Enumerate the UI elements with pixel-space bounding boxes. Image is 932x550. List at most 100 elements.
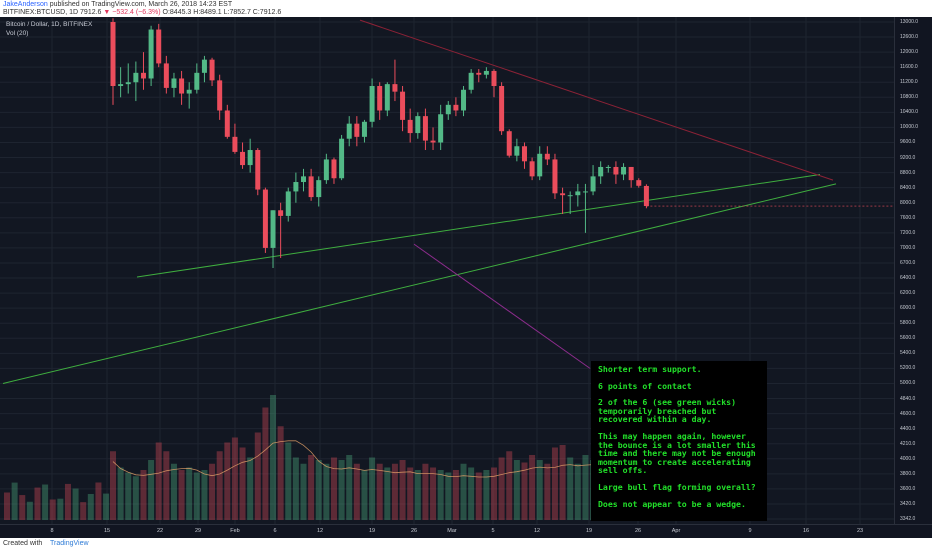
x-tick-label: Mar (447, 528, 457, 534)
volume-bar (452, 470, 459, 520)
y-tick-label: 5200.0 (900, 365, 916, 372)
volume-bar (239, 447, 246, 520)
flagpole-trendline (413, 243, 591, 369)
y-tick-label: 5000.0 (900, 380, 916, 387)
x-tick-label: 5 (491, 528, 495, 534)
volume-bar (521, 462, 528, 520)
publish-date: published on TradingView.com, March 26, … (49, 1, 233, 8)
volume-bar (323, 463, 330, 520)
annotation-box[interactable]: Shorter term support. 6 points of contac… (591, 361, 767, 521)
long-term-support-trendline (2, 183, 837, 384)
volume-bar (285, 442, 292, 520)
y-tick-label: 11600.0 (900, 64, 918, 71)
candle-body (110, 22, 116, 87)
y-tick-label: 7600.0 (900, 214, 916, 221)
volume-bar (475, 472, 482, 520)
volume-bar (376, 463, 383, 520)
candle-body (400, 91, 406, 120)
candle-body (445, 104, 451, 115)
volume-bar (369, 457, 376, 520)
tradingview-logo[interactable]: TradingView (50, 540, 89, 547)
x-tick-label: 12 (316, 528, 324, 534)
publish-info: JakeAnderson published on TradingView.co… (3, 1, 232, 9)
x-tick-label: Apr (671, 528, 681, 534)
candle-body (582, 191, 588, 193)
annotation-line: Shorter term support. (598, 364, 702, 374)
volume-bar (559, 445, 566, 520)
y-tick-label: 3342.0 (900, 516, 916, 522)
volume-bar (338, 460, 345, 520)
y-tick-label: 13000.0 (900, 19, 919, 25)
volume-bar (178, 470, 185, 520)
publish-header: JakeAnderson published on TradingView.co… (0, 0, 932, 17)
down-arrow-icon: ▼ (103, 9, 111, 16)
y-tick-label: 6000.0 (900, 305, 916, 312)
volume-bar (506, 451, 513, 520)
candle-body (323, 159, 329, 181)
volume-bar (231, 437, 238, 520)
candle-body (171, 78, 177, 88)
candle-body (598, 166, 604, 177)
volume-bar (170, 463, 177, 520)
annotation-line: 6 points of contact (598, 380, 692, 391)
candle-body (186, 89, 192, 94)
price-axis[interactable] (894, 17, 932, 524)
x-tick-label: 12 (533, 528, 541, 534)
volume-legend[interactable]: Vol (20) (6, 30, 29, 37)
volume-bar (193, 472, 200, 520)
y-tick-label: 7000.0 (900, 244, 916, 251)
volume-bar (567, 457, 574, 520)
volume-bar (551, 447, 558, 520)
y-tick-label: 4000.0 (900, 455, 916, 462)
ohlc-values: O:8445.3 H:8489.1 L:7852.7 C:7912.6 (162, 9, 282, 16)
y-tick-label: 6700.0 (900, 259, 916, 266)
candle-body (643, 185, 649, 207)
symbol: BITFINEX:BTCUSD, 1D (3, 9, 79, 16)
annotation-line: 2 of the 6 (see green wicks) temporarily… (598, 397, 737, 425)
volume-bar (574, 463, 581, 520)
candle-body (392, 84, 398, 92)
candle-body (499, 86, 505, 132)
candle-body (148, 29, 154, 79)
volume-bar (87, 493, 94, 520)
y-tick-label: 5800.0 (900, 320, 916, 327)
candle-body (560, 193, 566, 196)
x-tick-label: 19 (368, 528, 376, 534)
volume-bar (95, 482, 102, 520)
candle-body (575, 191, 581, 196)
candle-body (140, 72, 146, 79)
short-term-support-trendline (136, 173, 821, 278)
y-tick-label: 8400.0 (900, 184, 916, 191)
y-tick-label: 5600.0 (900, 335, 916, 342)
time-axis[interactable] (0, 524, 932, 538)
volume-bar (49, 499, 56, 520)
volume-bar (254, 432, 261, 520)
volume-bar (300, 463, 307, 520)
series-legend[interactable]: Bitcoin / Dollar, 1D, BITFINEX (6, 21, 93, 28)
volume-bar (414, 470, 421, 520)
candle-body (453, 104, 459, 111)
candle-body (506, 131, 512, 156)
candle-body (544, 153, 550, 160)
volume-bar (529, 455, 536, 520)
y-tick-label: 10000.0 (900, 124, 919, 131)
candle-body (384, 84, 390, 111)
candle-body (369, 86, 375, 122)
candle-body (308, 176, 314, 198)
y-tick-label: 12600.0 (900, 34, 919, 41)
volume-bar (544, 463, 551, 520)
volume-bar (148, 460, 155, 520)
candle-body (209, 59, 215, 81)
author-link[interactable]: JakeAnderson (3, 1, 48, 8)
candle-body (217, 80, 223, 111)
candle-body (232, 136, 238, 152)
volume-bar (483, 470, 490, 520)
volume-bar (34, 487, 41, 520)
candle-body (468, 72, 474, 90)
candle-body (407, 119, 413, 134)
y-tick-label: 4400.0 (900, 425, 916, 432)
volume-bar (399, 460, 406, 520)
candle-body (163, 63, 169, 88)
candle-body (293, 182, 299, 192)
volume-bar (498, 457, 505, 520)
